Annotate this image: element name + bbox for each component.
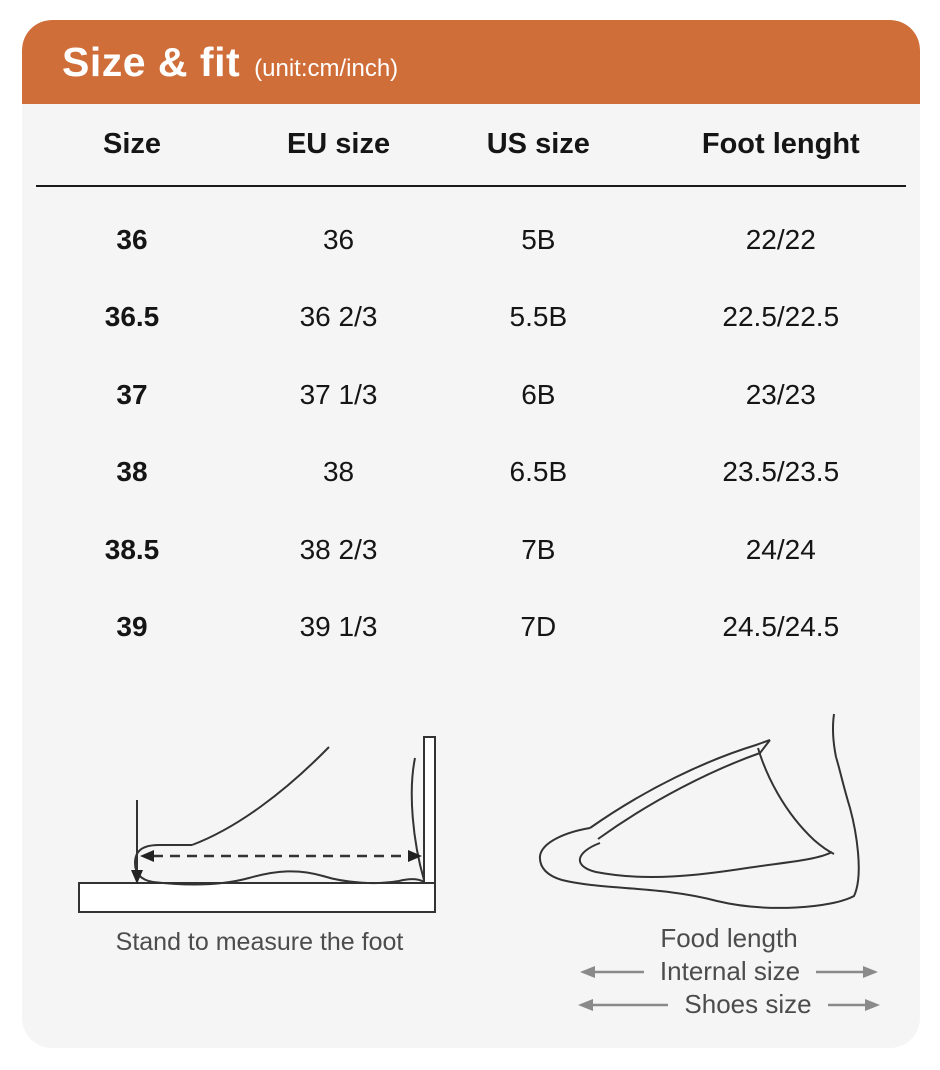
cell-eu: 36 [322, 223, 355, 255]
cell-footlength: 23.5/23.5 [722, 456, 840, 488]
cell-us: 5.5B [509, 301, 568, 333]
cell-us: 5B [521, 223, 556, 255]
table-header-row: Size EU size US size Foot lenght [22, 104, 920, 185]
food-length-row: Food length [660, 923, 797, 954]
cell-size: 36.5 [104, 301, 160, 333]
left-arrow-icon [578, 998, 669, 1011]
cell-size: 38 [116, 456, 148, 488]
cell-eu: 36 2/3 [299, 301, 378, 333]
table-row: 37 37 1/3 6B 23/23 [22, 356, 920, 434]
table-row: 38.5 38 2/3 7B 24/24 [22, 511, 920, 589]
size-fit-card: Size & fit (unit:cm/inch) Size EU size U… [22, 20, 920, 1048]
page-title: Size & fit [62, 39, 241, 85]
card-header: Size & fit (unit:cm/inch) [22, 20, 920, 104]
cell-footlength: 24.5/24.5 [722, 611, 840, 643]
table-row: 36 36 5B 22/22 [22, 201, 920, 279]
shoe-diagram-captions: Food length Internal size Shoes size [534, 923, 920, 1020]
cell-eu: 37 1/3 [299, 378, 378, 410]
cell-us: 6.5B [509, 456, 568, 488]
food-length-label: Food length [660, 923, 798, 953]
cell-us: 6B [521, 378, 556, 410]
cell-footlength: 24/24 [745, 533, 816, 565]
cell-footlength: 22.5/22.5 [722, 301, 840, 333]
cell-us: 7B [521, 533, 556, 565]
column-header-size: Size [102, 128, 162, 160]
cell-size: 37 [116, 378, 148, 410]
column-header-foot-length: Foot lenght [701, 128, 860, 160]
cell-eu: 38 [322, 456, 355, 488]
header-divider [36, 185, 906, 187]
shoe-diagram [538, 713, 860, 909]
table-body: 36 36 5B 22/22 36.5 36 2/3 5.5B 22.5/22.… [22, 187, 920, 666]
internal-size-row: Internal size [579, 956, 879, 987]
cell-size: 36 [116, 223, 148, 255]
cell-size: 39 [116, 611, 148, 643]
left-arrow-icon [579, 965, 644, 978]
table-row: 39 39 1/3 7D 24.5/24.5 [22, 589, 920, 667]
shoes-size-label: Shoes size [684, 989, 812, 1019]
cell-footlength: 22/22 [745, 223, 816, 255]
cell-eu: 38 2/3 [299, 533, 378, 565]
column-header-us-size: US size [486, 128, 590, 160]
cell-size: 38.5 [104, 533, 160, 565]
unit-note: (unit:cm/inch) [254, 55, 399, 82]
foot-diagram-caption: Stand to measure the foot [115, 928, 404, 956]
table-row: 38 38 6.5B 23.5/23.5 [22, 434, 920, 512]
right-arrow-icon [816, 965, 879, 978]
shoes-size-row: Shoes size [578, 989, 880, 1020]
cell-footlength: 23/23 [745, 378, 816, 410]
table-row: 36.5 36 2/3 5.5B 22.5/22.5 [22, 279, 920, 357]
cell-eu: 39 1/3 [299, 611, 378, 643]
right-arrow-icon [827, 998, 880, 1011]
internal-size-label: Internal size [659, 956, 801, 986]
column-header-eu-size: EU size [286, 128, 391, 160]
cell-us: 7D [520, 611, 557, 643]
foot-measurement-diagram [78, 736, 436, 913]
size-table: Size EU size US size Foot lenght 36 36 5… [22, 104, 920, 666]
